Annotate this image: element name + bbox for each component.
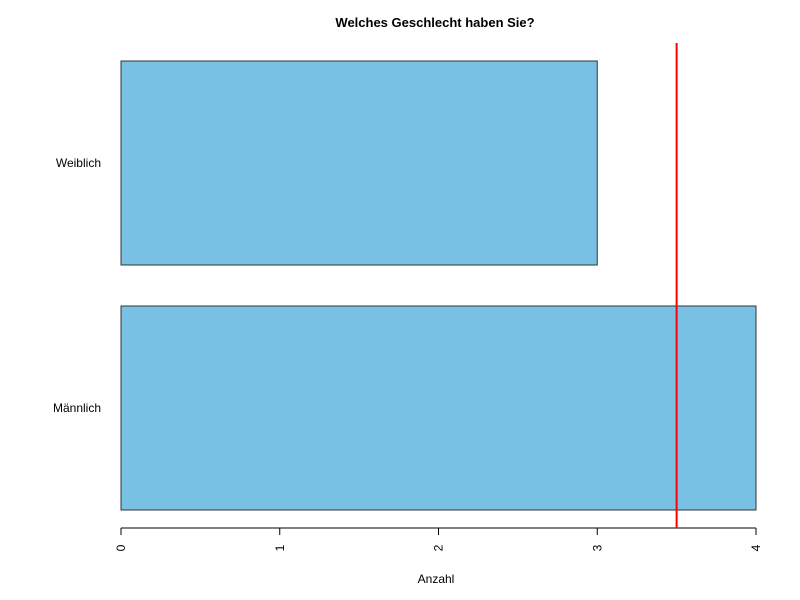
x-tick-label-4: 4	[749, 544, 763, 551]
category-label-0: Männlich	[53, 401, 101, 415]
bar-0	[120, 305, 757, 511]
bar-1	[120, 60, 598, 266]
x-tick-label-3: 3	[590, 544, 604, 551]
category-label-1: Weiblich	[56, 156, 101, 170]
chart-title: Welches Geschlecht haben Sie?	[335, 15, 534, 30]
x-tick-label-0: 0	[114, 544, 128, 551]
bars-group	[120, 60, 757, 511]
x-axis-label: Anzahl	[418, 572, 455, 586]
x-axis: 0 1 2 3 4	[114, 527, 763, 551]
x-tick-label-2: 2	[432, 544, 446, 551]
category-labels: Männlich Weiblich	[53, 156, 101, 415]
x-tick-label-1: 1	[273, 544, 287, 551]
